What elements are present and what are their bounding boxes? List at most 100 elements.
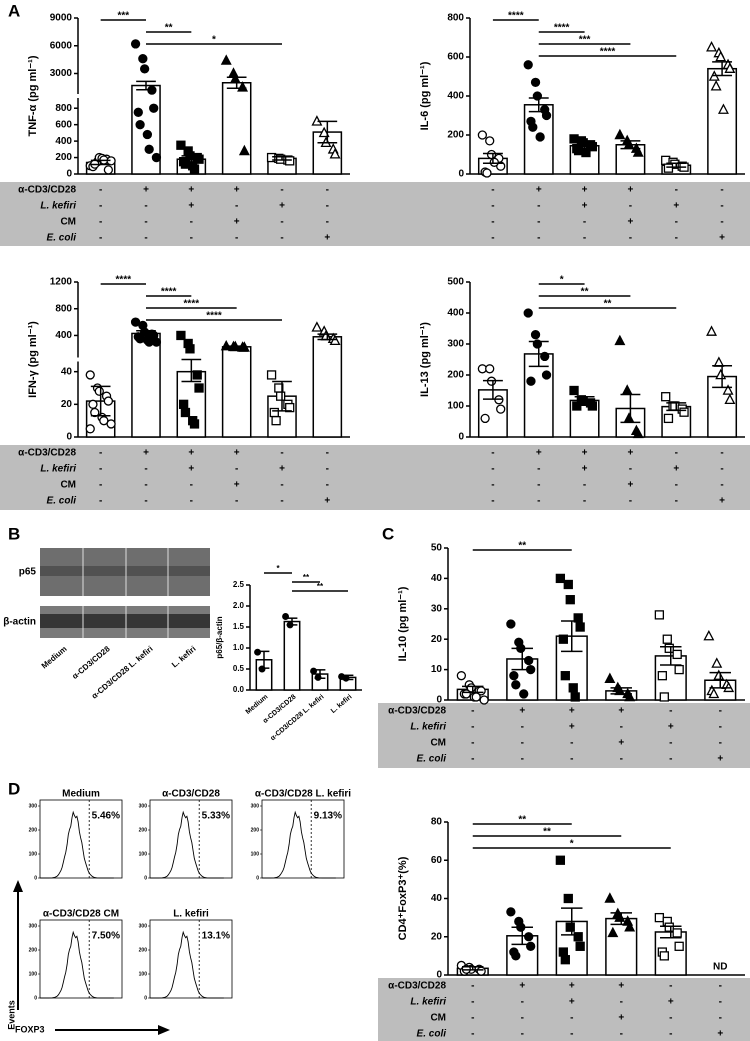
condition-sign: - <box>190 496 193 507</box>
data-point <box>672 928 682 938</box>
condition-sign: + <box>324 233 330 244</box>
condition-sign: - <box>235 464 238 475</box>
y-tick-label: 800 <box>55 103 72 114</box>
condition-sign: + <box>618 1013 624 1024</box>
condition-sign: - <box>280 185 283 196</box>
condition-sign: + <box>143 448 149 459</box>
y-tick-label: 20 <box>431 634 443 645</box>
data-point <box>632 427 644 439</box>
blot-band <box>40 614 210 628</box>
y-axis-title: p65/β-actin <box>215 616 224 658</box>
data-point <box>724 393 736 405</box>
y-tick-label: 9000 <box>50 13 73 24</box>
error-bar <box>136 80 156 91</box>
condition-sign: + <box>188 448 194 459</box>
error-bar <box>574 142 595 150</box>
condition-sign: + <box>627 217 633 228</box>
data-point <box>587 401 598 411</box>
flow-tick-label: 200 <box>139 827 148 833</box>
condition-sign: - <box>326 185 329 196</box>
data-point <box>530 77 541 87</box>
condition-label: α-CD3/CD28 <box>388 981 446 992</box>
significance-label: **** <box>206 311 222 322</box>
condition-sign: + <box>188 185 194 196</box>
data-point <box>573 932 583 942</box>
data-point <box>604 672 616 683</box>
condition-sign: + <box>618 738 624 749</box>
data-point <box>614 334 626 346</box>
flow-title: α-CD3/CD28 <box>162 789 220 800</box>
blot-band <box>40 566 210 576</box>
condition-label: E. coli <box>47 233 77 244</box>
significance-label: ** <box>518 815 526 826</box>
condition-band <box>378 978 750 1041</box>
data-point <box>717 103 729 114</box>
data-point <box>706 41 718 52</box>
bar <box>707 67 738 175</box>
condition-sign: - <box>620 1029 623 1040</box>
data-point <box>285 156 295 166</box>
condition-sign: - <box>280 496 283 507</box>
condition-sign: - <box>720 464 723 475</box>
annotation: ND <box>713 962 727 973</box>
error-bar <box>317 120 338 144</box>
data-point <box>485 136 495 146</box>
condition-sign: - <box>537 496 540 507</box>
data-point <box>624 920 636 932</box>
data-point <box>663 413 674 424</box>
flow-tick-label: 300 <box>251 803 260 809</box>
significance-label: * <box>212 35 216 46</box>
error-bar <box>314 669 326 679</box>
condition-sign: + <box>717 754 723 765</box>
condition-sign: + <box>143 185 149 196</box>
y-tick-label: 2.5 <box>233 580 245 589</box>
condition-sign: - <box>675 233 678 244</box>
condition-sign: + <box>279 464 285 475</box>
flow-frame <box>39 799 123 879</box>
flow-tick-label: 0 <box>34 995 37 1001</box>
data-point <box>271 416 281 426</box>
error-bar <box>226 345 247 349</box>
data-point <box>654 610 665 620</box>
condition-sign: - <box>669 981 672 992</box>
data-point <box>565 595 575 605</box>
significance-label: **** <box>184 299 200 310</box>
flow-tick-label: 100 <box>251 851 260 857</box>
condition-label: E. coli <box>417 754 447 765</box>
condition-sign: - <box>471 1029 474 1040</box>
data-point <box>711 657 723 668</box>
condition-sign: + <box>627 448 633 459</box>
data-point <box>506 907 516 917</box>
condition-sign: + <box>668 997 674 1008</box>
data-point <box>532 91 543 101</box>
condition-sign: + <box>519 981 525 992</box>
condition-sign: + <box>234 448 240 459</box>
condition-sign: - <box>669 1029 672 1040</box>
condition-sign: - <box>235 233 238 244</box>
condition-sign: - <box>675 217 678 228</box>
error-bar <box>528 340 549 368</box>
gate-percent: 5.46% <box>92 811 120 822</box>
condition-sign: + <box>569 997 575 1008</box>
y-tick-label: 20 <box>61 399 73 410</box>
condition-sign: - <box>99 217 102 228</box>
significance-label: **** <box>600 47 616 58</box>
data-point <box>229 72 241 84</box>
condition-sign: + <box>569 722 575 733</box>
blot-row-label: β-actin <box>3 617 36 628</box>
data-point <box>85 424 95 434</box>
condition-sign: - <box>471 1013 474 1024</box>
condition-sign: - <box>570 1029 573 1040</box>
condition-band <box>378 703 750 768</box>
blot-row-label: p65 <box>19 567 37 578</box>
data-point <box>479 695 489 705</box>
flow-title: L. kefiri <box>173 909 209 920</box>
condition-sign: + <box>279 201 285 212</box>
condition-sign: - <box>491 480 494 491</box>
data-point <box>575 622 585 632</box>
significance-label: * <box>570 839 574 850</box>
condition-sign: + <box>719 233 725 244</box>
data-point <box>106 419 116 429</box>
condition-sign: - <box>99 233 102 244</box>
data-point <box>560 955 570 965</box>
